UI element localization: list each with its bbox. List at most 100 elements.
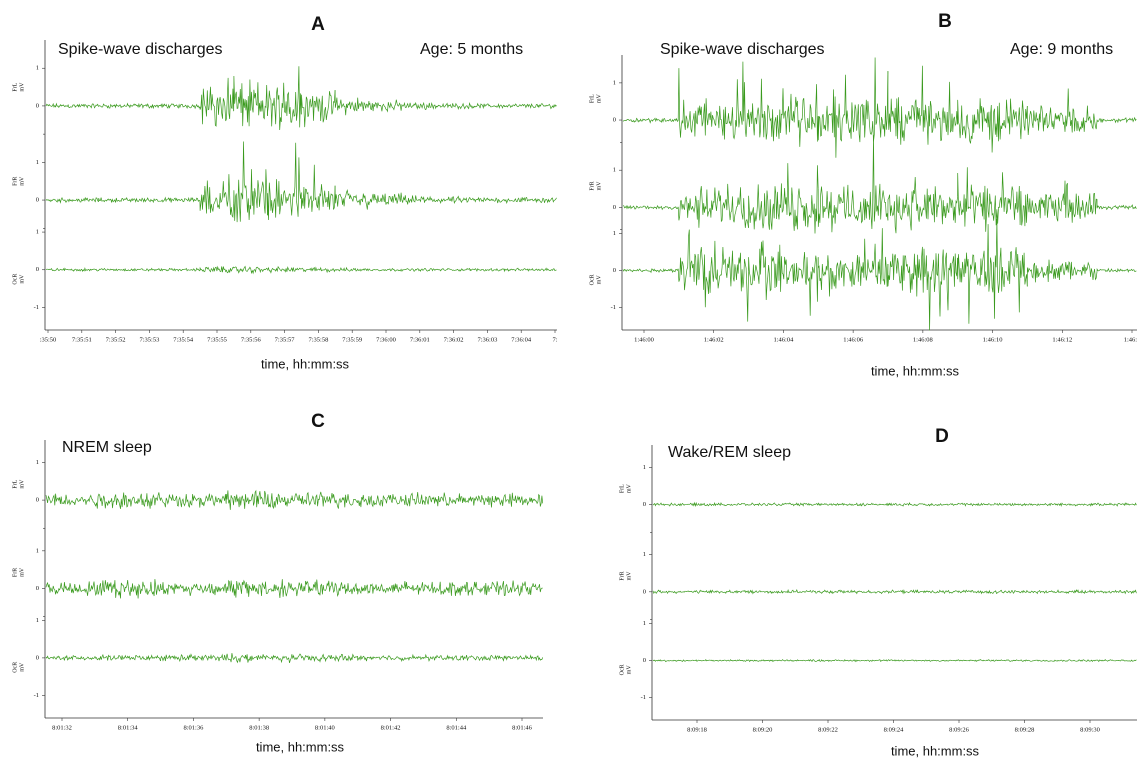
trace-segment — [748, 163, 819, 234]
x-axis-label: time, hh:mm:ss — [256, 739, 345, 754]
annotation: Wake/REM sleep — [668, 444, 791, 461]
trace-segment — [368, 267, 403, 272]
x-axis-label: time, hh:mm:ss — [871, 363, 960, 378]
x-tick-label: 8:09:30 — [1080, 726, 1100, 733]
x-tick-label: 1:46:1 — [1124, 336, 1137, 343]
trace-segment — [652, 589, 730, 595]
trace-segment — [199, 174, 235, 219]
trace-segment — [622, 268, 679, 274]
trace-segment — [165, 103, 201, 110]
y-tick-label: 1 — [36, 229, 39, 236]
channel-name: FrL — [12, 82, 18, 91]
x-tick-label: 1:46:00 — [634, 336, 654, 343]
x-tick-label: 1:46:12 — [1052, 336, 1072, 343]
x-tick-label: 7:36:03 — [477, 336, 497, 343]
trace-segment — [503, 196, 539, 205]
y-tick-label: 0 — [643, 657, 646, 664]
trace-segment — [728, 588, 795, 595]
y-tick-label: -1 — [34, 692, 39, 699]
trace-segment — [45, 493, 96, 506]
trace-segment — [622, 204, 679, 211]
y-tick-label: 1 — [36, 617, 39, 624]
trace-segment — [98, 102, 133, 109]
trace-segment — [469, 196, 505, 204]
trace-segment — [925, 659, 992, 662]
trace-segment — [817, 228, 889, 297]
x-tick-label: 8:09:22 — [818, 726, 838, 733]
trace-segment — [402, 267, 437, 272]
trace-segment — [94, 653, 161, 662]
x-axis-label: time, hh:mm:ss — [891, 743, 980, 758]
trace-segment — [488, 580, 543, 597]
y-tick-label: -1 — [34, 304, 39, 311]
trace-segment — [301, 266, 336, 274]
trace-segment — [503, 267, 539, 273]
trace-segment — [233, 75, 268, 127]
annotation: Spike-wave discharges — [660, 41, 825, 58]
panel: D Wake/REM sleep time, hh:mm:ss 8:09:18 8:09… — [619, 426, 1137, 758]
trace-segment — [368, 99, 403, 113]
trace-segment — [1056, 502, 1137, 507]
age-label: Age: 5 months — [420, 41, 523, 58]
channel-unit: mV — [19, 479, 25, 489]
trace-segment — [45, 581, 96, 596]
channel-name: FrR — [12, 568, 18, 577]
trace-segment — [436, 195, 471, 205]
trace-segment — [957, 167, 1028, 232]
trace-segment — [165, 267, 201, 272]
x-tick-label: 8:01:42 — [381, 724, 401, 731]
trace-segment — [131, 196, 167, 204]
y-tick-label: 0 — [613, 267, 616, 274]
trace-segment — [859, 589, 926, 595]
y-tick-label: -1 — [641, 694, 646, 701]
trace-segment — [357, 492, 424, 508]
trace-segment — [469, 267, 505, 272]
trace-segment — [622, 117, 679, 124]
x-tick-label: 8:09:24 — [884, 726, 905, 733]
trace-segment — [1026, 88, 1098, 136]
channel-name: FrL — [12, 479, 18, 488]
y-tick-label: 0 — [643, 588, 646, 595]
trace-segment — [98, 197, 133, 204]
y-tick-label: 1 — [613, 167, 616, 174]
x-tick-label: 7:36:00 — [376, 336, 396, 343]
trace-segment — [334, 90, 370, 116]
trace-segment — [925, 589, 992, 595]
trace-segment — [677, 61, 749, 140]
trace-segment — [1026, 180, 1098, 223]
trace-segment — [677, 183, 749, 228]
trace-segment — [990, 659, 1057, 662]
trace-segment — [267, 265, 302, 274]
x-tick-label: 7:35:55 — [207, 336, 227, 343]
trace-segment — [537, 103, 557, 110]
y-tick-label: 1 — [643, 620, 646, 627]
x-tick-label: 7: — [552, 336, 557, 343]
trace-segment — [503, 103, 539, 109]
trace-segment — [488, 654, 544, 662]
channel-unit: mV — [19, 567, 25, 577]
trace-segment — [1096, 199, 1137, 211]
channel-name: OcR — [12, 662, 18, 673]
trace-segment — [357, 580, 424, 595]
trace-segment — [748, 78, 819, 147]
trace-segment — [925, 502, 992, 507]
x-tick-label: 7:35:53 — [139, 336, 159, 343]
trace-segment — [291, 653, 358, 663]
x-tick-label: 1:46:02 — [704, 336, 724, 343]
trace-segment — [652, 658, 730, 663]
trace-segment — [334, 185, 370, 210]
trace-segment — [94, 579, 161, 599]
x-tick-label: 7:35:59 — [342, 336, 362, 343]
channel-unit: mV — [626, 665, 632, 675]
trace-segment — [957, 218, 1028, 324]
y-tick-label: 1 — [613, 230, 616, 237]
trace-segment — [45, 654, 96, 661]
x-tick-label: 8:09:20 — [753, 726, 773, 733]
y-tick-label: 0 — [643, 501, 646, 508]
y-tick-label: 1 — [36, 459, 39, 466]
trace-segment — [652, 501, 730, 508]
channel-name: OcR — [589, 274, 595, 285]
x-tick-label: 8:01:36 — [183, 724, 204, 731]
trace-segment — [1096, 267, 1137, 273]
